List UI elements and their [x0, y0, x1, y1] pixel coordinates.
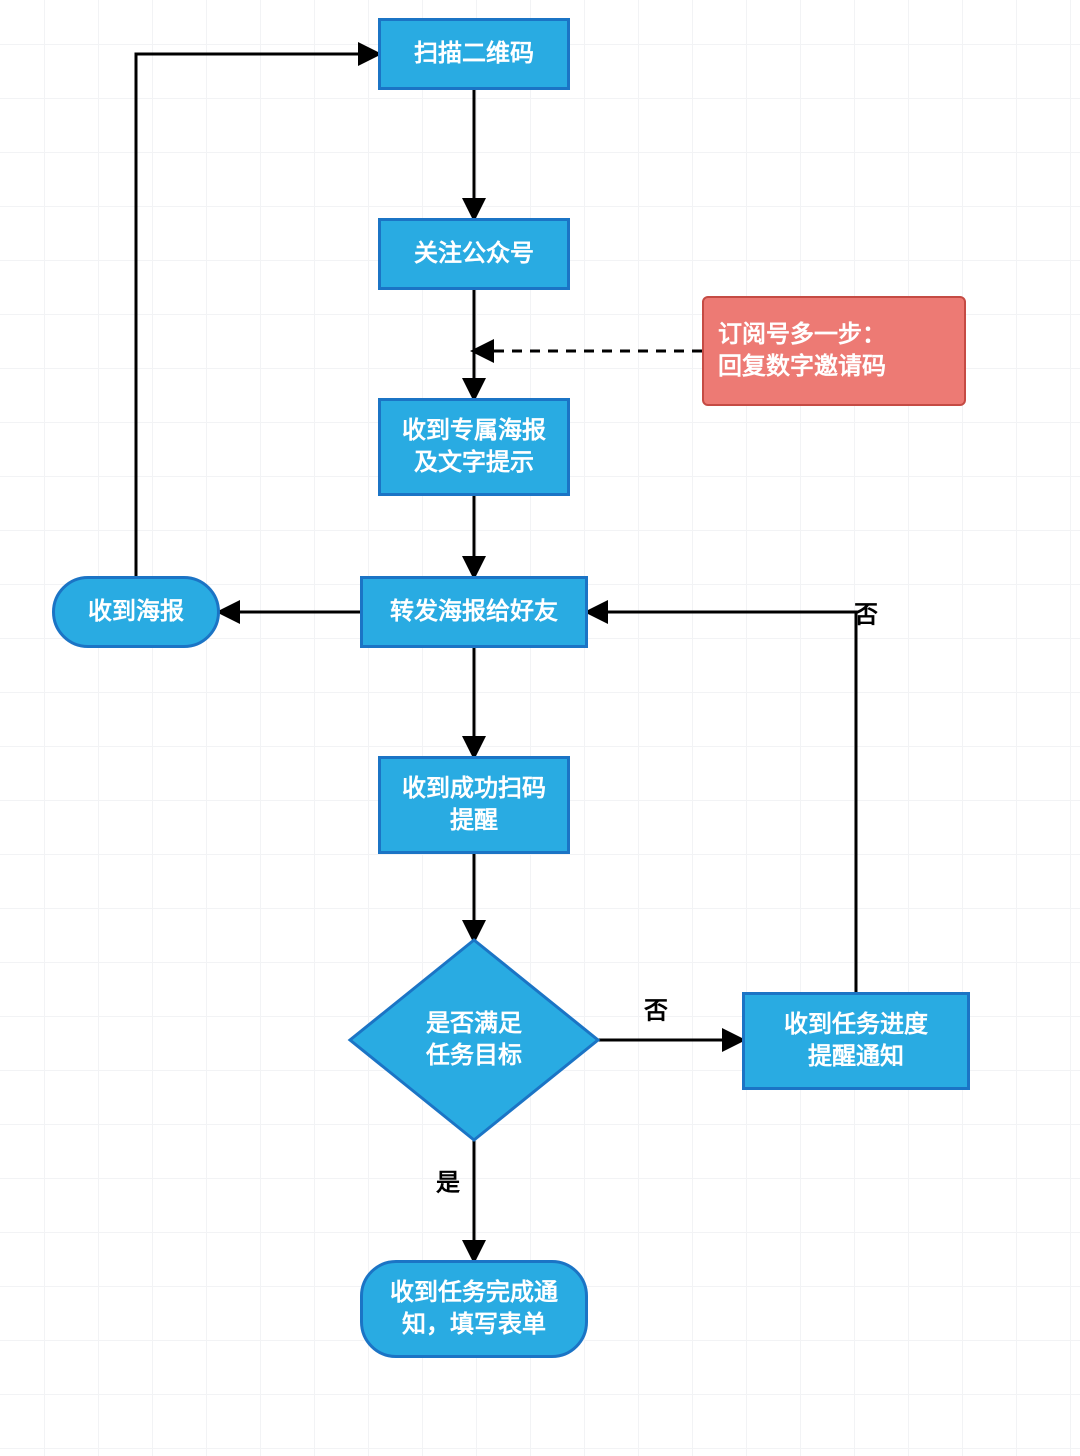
process-node-n2: 关注公众号 — [378, 218, 570, 290]
terminator-node-n9: 收到海报 — [52, 576, 220, 648]
process-node-n3: 收到专属海报 及文字提示 — [378, 398, 570, 496]
process-node-n4: 转发海报给好友 — [360, 576, 588, 648]
edge-label-no-right: 否 — [644, 991, 668, 1026]
terminator-node-n8: 收到任务完成通 知，填写表单 — [360, 1260, 588, 1358]
process-node-n7: 收到任务进度 提醒通知 — [742, 992, 970, 1090]
note-node-n10: 订阅号多一步： 回复数字邀请码 — [702, 296, 966, 406]
process-node-n5: 收到成功扫码 提醒 — [378, 756, 570, 854]
edge-label-yes: 是 — [436, 1163, 460, 1198]
edge-e8 — [588, 612, 856, 992]
process-node-n1: 扫描二维码 — [378, 18, 570, 90]
decision-node-n6: 是否满足 任务目标 — [350, 940, 598, 1140]
edge-label-no-loop: 否 — [854, 595, 878, 630]
decision-label: 是否满足 任务目标 — [350, 940, 598, 1140]
edge-e10 — [136, 54, 378, 576]
